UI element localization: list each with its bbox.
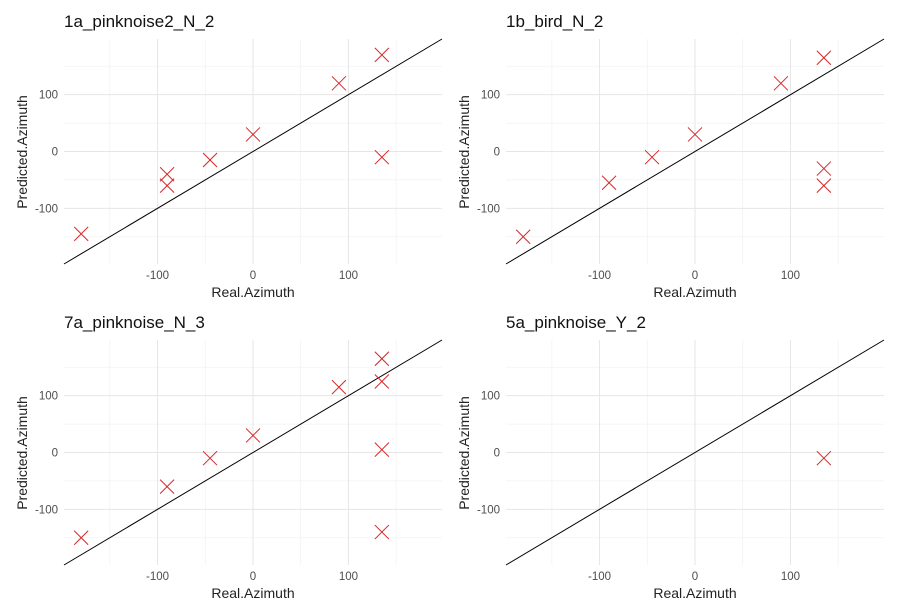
x-tick-label: 100	[339, 270, 358, 282]
panel-7a-pinknoise: -100 0 100 -100 0 100 7a_pinknoise_N_3 Real.A…	[0, 301, 449, 609]
data-point	[515, 229, 531, 245]
y-axis-label: Predicted.Azimuth	[14, 396, 30, 510]
y-tick-label: -100	[35, 504, 58, 516]
panel-title: 7a_pinknoise_N_3	[64, 313, 205, 332]
panel-title: 1b_bird_N_2	[506, 12, 604, 31]
y-axis-label: Predicted.Azimuth	[456, 95, 472, 209]
x-axis-label: Real.Azimuth	[653, 585, 737, 601]
plot-area: -100 0 100 -100 0 100	[35, 38, 443, 282]
data-point	[773, 75, 789, 91]
x-tick-label: 100	[339, 571, 358, 583]
data-point	[644, 149, 660, 165]
data-point	[202, 450, 218, 466]
data-point	[331, 379, 347, 395]
x-tick-label: -100	[588, 270, 611, 282]
plot-area: -100 0 100 -100 0 100	[477, 339, 885, 583]
y-tick-label: 100	[39, 391, 58, 403]
y-tick-label: 100	[481, 90, 500, 102]
x-tick-label: 0	[692, 571, 698, 583]
data-point	[816, 161, 832, 176]
reference-line	[63, 339, 443, 566]
y-tick-label: -100	[477, 203, 500, 215]
data-point	[159, 479, 175, 494]
data-point	[374, 374, 390, 389]
data-point	[73, 530, 89, 546]
reference-line	[505, 38, 885, 265]
y-tick-label: 0	[52, 448, 58, 460]
data-point	[816, 450, 832, 466]
x-tick-label: 0	[250, 571, 256, 583]
data-point	[245, 428, 261, 443]
data-point	[816, 50, 832, 66]
x-tick-label: 0	[692, 270, 698, 282]
data-point	[245, 127, 261, 142]
y-axis-label: Predicted.Azimuth	[14, 95, 30, 209]
panel-title: 1a_pinknoise2_N_2	[64, 12, 215, 31]
panel-1b-bird: -100 0 100 -100 0 100 1b_bird_N_2 Real.Azimut…	[442, 0, 891, 308]
panel-5a-pinknoise: -100 0 100 -100 0 100 5a_pinknoise_Y_2 Real.A…	[442, 301, 891, 609]
y-tick-label: -100	[477, 504, 500, 516]
x-tick-label: 100	[781, 270, 800, 282]
x-tick-label: 0	[250, 270, 256, 282]
data-point	[374, 47, 390, 63]
data-point	[374, 524, 390, 540]
y-tick-label: 100	[39, 90, 58, 102]
y-tick-label: 100	[481, 391, 500, 403]
y-tick-label: 0	[494, 147, 500, 159]
y-tick-label: 0	[494, 448, 500, 460]
y-axis-label: Predicted.Azimuth	[456, 396, 472, 510]
plot-area: -100 0 100 -100 0 100	[35, 339, 443, 583]
panel-1a-pinknoise2: -100 0 100 -100 0 100 1a_pinknoise2_N_2 Real.…	[0, 0, 449, 308]
data-point	[159, 166, 175, 182]
reference-line	[63, 38, 443, 265]
data-point	[374, 351, 390, 367]
data-point	[816, 178, 832, 193]
reference-line	[505, 339, 885, 566]
x-tick-label: 100	[781, 571, 800, 583]
x-tick-label: -100	[588, 571, 611, 583]
plot-area: -100 0 100 -100 0 100	[477, 38, 885, 282]
data-point	[374, 149, 390, 165]
y-tick-label: -100	[35, 203, 58, 215]
data-point	[73, 226, 89, 242]
x-axis-label: Real.Azimuth	[211, 284, 295, 300]
data-point	[331, 75, 347, 91]
data-point	[374, 442, 390, 458]
x-tick-label: -100	[146, 571, 169, 583]
data-point	[159, 178, 175, 193]
panel-title: 5a_pinknoise_Y_2	[506, 313, 646, 332]
x-axis-label: Real.Azimuth	[211, 585, 295, 601]
data-point	[202, 152, 218, 168]
data-point	[687, 127, 703, 142]
x-tick-label: -100	[146, 270, 169, 282]
data-point	[601, 175, 617, 191]
x-axis-label: Real.Azimuth	[653, 284, 737, 300]
y-tick-label: 0	[52, 147, 58, 159]
